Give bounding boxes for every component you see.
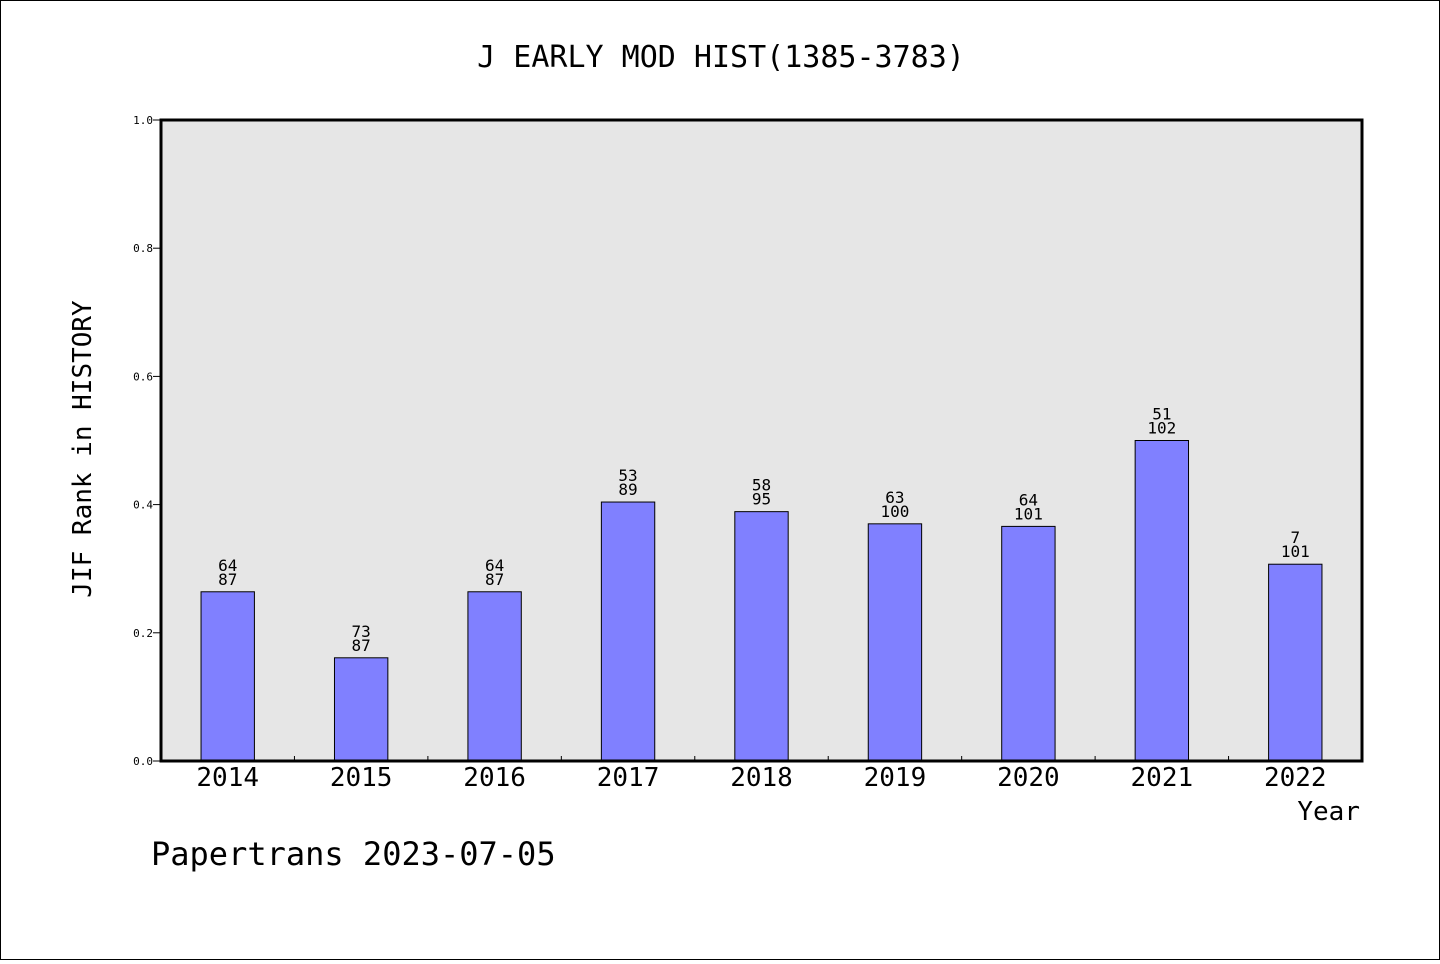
- y-axis-label: JIF Rank in HISTORY: [68, 300, 98, 598]
- footer-text: Papertrans 2023-07-05: [151, 835, 556, 873]
- bar-2019: [867, 523, 923, 762]
- bar-2021: [1134, 440, 1190, 762]
- chart-title: J EARLY MOD HIST(1385-3783): [477, 40, 965, 75]
- bar-total-label: 101: [1281, 542, 1310, 561]
- bar-rank-label: 73: [352, 622, 371, 641]
- y-tick-label: 1.0: [133, 114, 153, 127]
- bar-2020: [1001, 525, 1056, 762]
- x-tick-label: 2014: [196, 763, 259, 793]
- bar-rank-label: 64: [485, 556, 504, 575]
- bar-2014: [200, 591, 255, 762]
- y-tick-label: 0.2: [133, 627, 153, 640]
- bar-rank-label: 64: [1019, 490, 1038, 509]
- x-axis-ticks: 2014 2015 2016 2017 2018 2019 2020 2021 2022: [196, 756, 1327, 793]
- bar-series: [200, 440, 1323, 762]
- bar-total-label: 87: [352, 636, 371, 655]
- x-tick-label: 2021: [1131, 763, 1194, 793]
- bar-rank-label: 53: [618, 466, 637, 485]
- bar-2015: [333, 657, 389, 762]
- bar-rank-label: 58: [752, 476, 771, 495]
- x-tick-label: 2017: [597, 763, 660, 793]
- x-axis-label: Year: [1297, 797, 1360, 827]
- bar-total-label: 101: [1014, 504, 1043, 523]
- bar-total-label: 87: [218, 570, 237, 589]
- bar-2016: [467, 591, 522, 762]
- plot-border: [159, 118, 1364, 763]
- bar-total-label: 95: [752, 490, 771, 509]
- bar-rank-label: 63: [885, 488, 904, 507]
- y-tick-label: 0.8: [133, 242, 153, 255]
- x-tick-label: 2022: [1264, 763, 1327, 793]
- bar-2018: [734, 511, 789, 762]
- x-tick-label: 2016: [463, 763, 526, 793]
- x-tick-label: 2018: [730, 763, 793, 793]
- bar-rank-label: 64: [218, 556, 237, 575]
- bar-2017: [600, 501, 656, 762]
- y-tick-label: 0.4: [133, 499, 153, 512]
- bar-total-label: 102: [1147, 419, 1176, 438]
- y-tick-label: 0.0: [133, 755, 153, 768]
- y-tick-label: 0.6: [133, 370, 153, 383]
- bar-rank-label: 51: [1152, 405, 1171, 424]
- bar-total-label: 87: [485, 570, 504, 589]
- bar-2022: [1268, 563, 1323, 762]
- bar-rank-label: 7: [1290, 528, 1300, 547]
- x-tick-label: 2015: [330, 763, 393, 793]
- bar-total-label: 100: [880, 502, 909, 521]
- x-tick-label: 2019: [864, 763, 927, 793]
- y-axis-ticks: 0.0 0.2 0.4 0.6 0.8 1.0: [133, 114, 161, 768]
- x-tick-label: 2020: [997, 763, 1060, 793]
- bar-total-label: 89: [618, 480, 637, 499]
